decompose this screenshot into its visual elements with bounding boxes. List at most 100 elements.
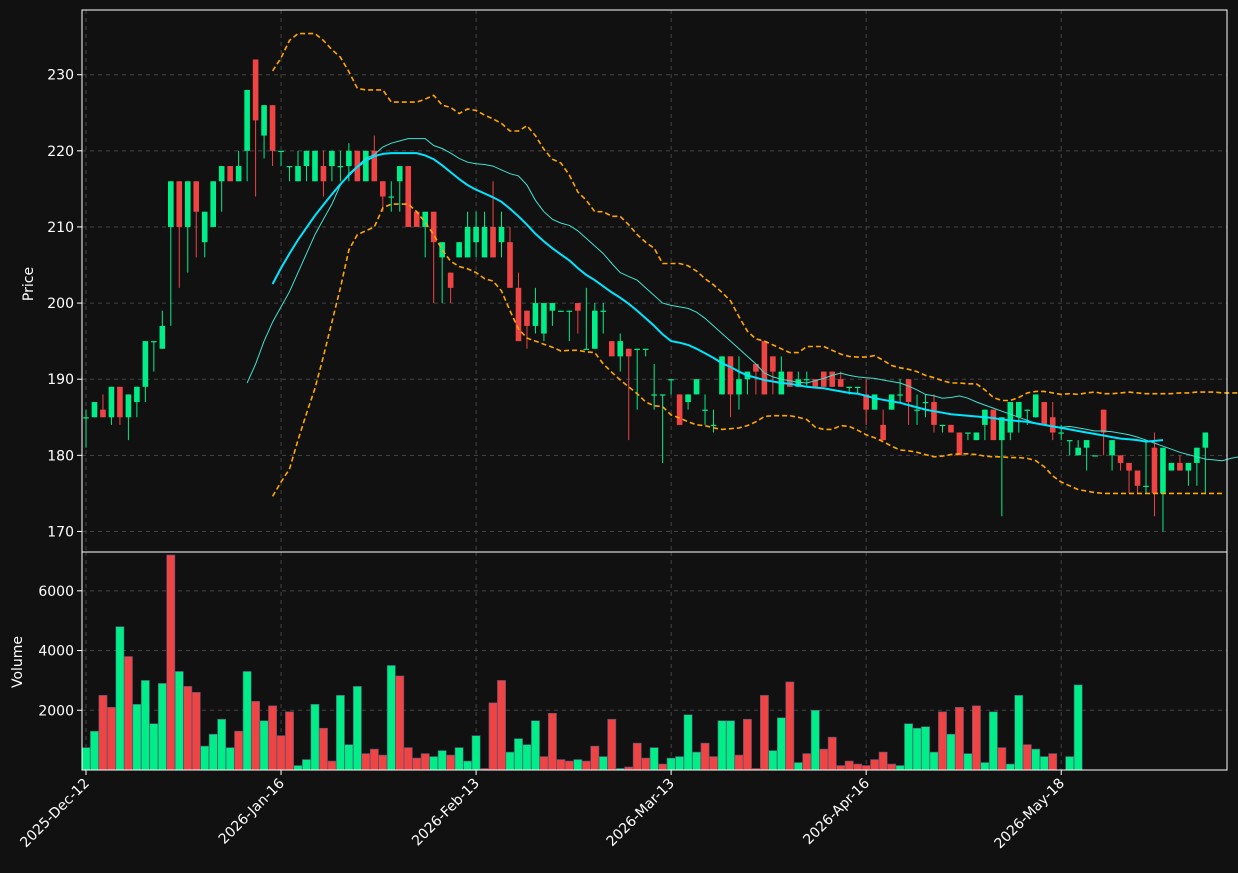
candle-body bbox=[549, 303, 556, 311]
volume-bar bbox=[607, 718, 617, 771]
volume-bar bbox=[819, 748, 829, 771]
candle-body bbox=[931, 402, 937, 425]
volume-bar bbox=[1031, 748, 1041, 771]
candle-body bbox=[422, 211, 428, 227]
volume-bar bbox=[285, 711, 294, 771]
volume-bar bbox=[234, 730, 244, 771]
volume-bar bbox=[352, 686, 362, 771]
candle-body bbox=[948, 424, 954, 433]
candle-body bbox=[871, 394, 878, 410]
volume-bar bbox=[200, 745, 210, 771]
candle-body bbox=[608, 341, 615, 357]
candle-body bbox=[854, 386, 861, 389]
candle-body bbox=[481, 226, 488, 258]
candle-body bbox=[1202, 432, 1209, 448]
candle-body bbox=[295, 166, 301, 182]
volume-bar bbox=[539, 756, 549, 771]
candle-body bbox=[100, 409, 106, 418]
volume-bar bbox=[522, 744, 532, 771]
volume-bar bbox=[454, 747, 464, 771]
candle-body bbox=[413, 211, 420, 227]
candle-body bbox=[600, 310, 607, 312]
candle-body bbox=[897, 394, 903, 396]
volume-bar bbox=[980, 762, 990, 771]
volume-bar bbox=[268, 705, 277, 771]
candle-body bbox=[261, 105, 267, 136]
candle-body bbox=[1143, 485, 1149, 487]
x-tick-label: 2026-Feb-13 bbox=[409, 776, 483, 850]
candle-body bbox=[659, 394, 666, 396]
volume-bar bbox=[929, 751, 939, 771]
candle-body bbox=[507, 242, 513, 288]
candle-body bbox=[498, 226, 505, 243]
candle-body bbox=[1151, 447, 1158, 494]
candle-body bbox=[1168, 462, 1175, 471]
candle-body bbox=[456, 242, 462, 258]
candle-body bbox=[736, 379, 742, 395]
candle-body bbox=[846, 386, 852, 389]
price-tick-label: 180 bbox=[47, 448, 74, 464]
price-panel: 170 180 190 200 210 220 230 bbox=[47, 9, 1238, 553]
fast-ma-line bbox=[246, 138, 1238, 462]
candle-body bbox=[1032, 394, 1039, 418]
candle-body bbox=[837, 379, 844, 387]
candle-body bbox=[668, 379, 674, 381]
candle-body bbox=[761, 341, 768, 395]
volume-bar bbox=[225, 747, 235, 771]
candle-body bbox=[176, 181, 183, 227]
volume-bar bbox=[717, 720, 727, 771]
volume-bar bbox=[531, 720, 540, 771]
price-axis-label: Price bbox=[21, 267, 37, 301]
candle-body bbox=[990, 409, 997, 441]
volume-bar bbox=[107, 706, 116, 771]
candle-body bbox=[1016, 402, 1022, 418]
volume-bar bbox=[870, 759, 880, 771]
candle-body bbox=[1075, 447, 1081, 456]
candle-body bbox=[380, 181, 386, 197]
volume-bar bbox=[581, 760, 591, 771]
volume-bar bbox=[963, 753, 973, 771]
volume-panel-frame bbox=[81, 551, 1228, 771]
candle-body bbox=[1109, 440, 1115, 456]
candle-body bbox=[210, 181, 216, 227]
volume-bar bbox=[140, 680, 150, 771]
candle-body bbox=[1177, 462, 1183, 471]
volume-bar bbox=[921, 726, 930, 771]
volume-bar bbox=[912, 727, 922, 771]
candle-body bbox=[1066, 440, 1073, 442]
volume-bar bbox=[666, 757, 676, 771]
price-tick-label: 170 bbox=[47, 524, 74, 540]
candle-body bbox=[473, 226, 479, 243]
volume-bar bbox=[344, 744, 354, 771]
x-tick-label: 2026-Apr-16 bbox=[800, 775, 873, 848]
volume-bar bbox=[641, 757, 651, 771]
volume-bar bbox=[743, 718, 752, 771]
price-tick-label: 210 bbox=[47, 220, 74, 236]
candle-body bbox=[880, 424, 886, 441]
price-tick-label: 230 bbox=[47, 68, 74, 84]
volume-bar bbox=[276, 735, 286, 771]
volume-bar bbox=[335, 695, 345, 771]
candle-body bbox=[617, 341, 624, 357]
volume-bar bbox=[446, 754, 456, 771]
candle-body bbox=[396, 166, 403, 182]
volume-bar bbox=[675, 756, 684, 771]
candle-body bbox=[515, 287, 522, 342]
candle-body bbox=[184, 181, 191, 227]
volume-bar bbox=[420, 753, 430, 771]
candle-body bbox=[642, 348, 649, 350]
volume-bar bbox=[505, 751, 515, 771]
candle-body bbox=[320, 166, 327, 182]
candle-body bbox=[193, 181, 200, 212]
volume-bar bbox=[166, 554, 176, 771]
volume-bar bbox=[217, 718, 227, 771]
volume-bar bbox=[988, 711, 998, 771]
volume-bar bbox=[115, 626, 125, 771]
candle-body bbox=[804, 379, 810, 381]
candle-body bbox=[1134, 470, 1141, 486]
candle-body bbox=[1007, 402, 1014, 433]
volume-bar bbox=[547, 712, 557, 771]
candle-body bbox=[558, 310, 564, 312]
volume-bar bbox=[242, 671, 252, 771]
volume-bar bbox=[955, 706, 964, 771]
